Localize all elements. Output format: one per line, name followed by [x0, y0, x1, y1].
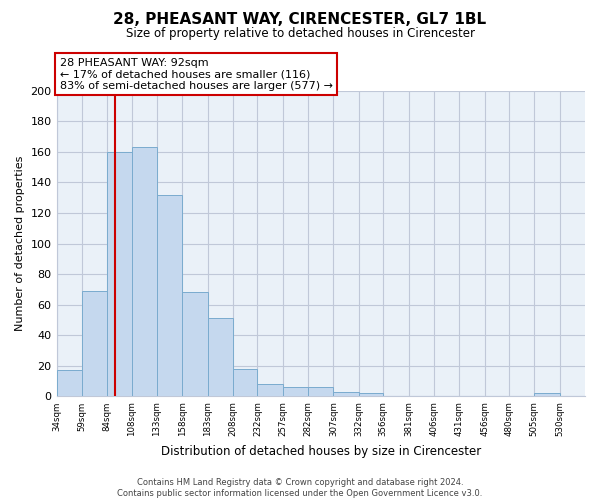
Bar: [257, 384, 283, 396]
Bar: [334, 392, 359, 396]
Bar: [359, 394, 383, 396]
Bar: [208, 318, 233, 396]
Bar: [56, 370, 82, 396]
Bar: [107, 152, 131, 396]
Bar: [82, 291, 107, 397]
Bar: [131, 148, 157, 396]
Text: Contains HM Land Registry data © Crown copyright and database right 2024.
Contai: Contains HM Land Registry data © Crown c…: [118, 478, 482, 498]
Bar: [534, 394, 560, 396]
Bar: [233, 369, 257, 396]
Text: 28 PHEASANT WAY: 92sqm
← 17% of detached houses are smaller (116)
83% of semi-de: 28 PHEASANT WAY: 92sqm ← 17% of detached…: [59, 58, 332, 90]
Text: Size of property relative to detached houses in Cirencester: Size of property relative to detached ho…: [125, 28, 475, 40]
Bar: [182, 292, 208, 397]
Y-axis label: Number of detached properties: Number of detached properties: [15, 156, 25, 332]
X-axis label: Distribution of detached houses by size in Cirencester: Distribution of detached houses by size …: [161, 444, 481, 458]
Bar: [157, 194, 182, 396]
Text: 28, PHEASANT WAY, CIRENCESTER, GL7 1BL: 28, PHEASANT WAY, CIRENCESTER, GL7 1BL: [113, 12, 487, 28]
Bar: [308, 388, 334, 396]
Bar: [283, 388, 308, 396]
